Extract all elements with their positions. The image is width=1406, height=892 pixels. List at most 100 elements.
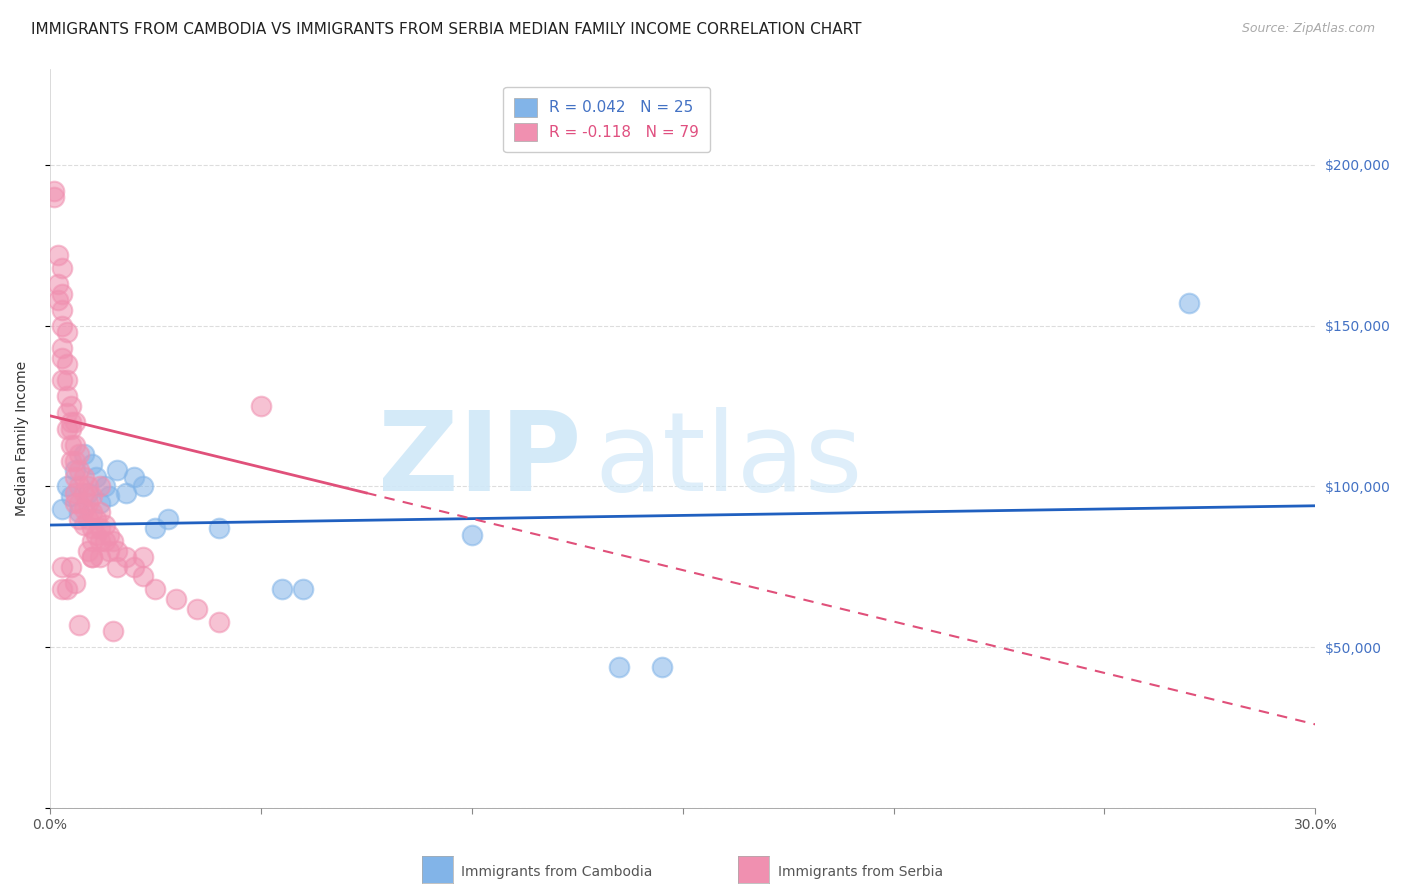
Point xyxy=(105,463,128,477)
Point xyxy=(97,489,120,503)
Text: IMMIGRANTS FROM CAMBODIA VS IMMIGRANTS FROM SERBIA MEDIAN FAMILY INCOME CORRELAT: IMMIGRANTS FROM CAMBODIA VS IMMIGRANTS F… xyxy=(31,22,862,37)
Point xyxy=(84,470,107,484)
Point xyxy=(122,470,145,484)
Point xyxy=(131,550,153,565)
Point xyxy=(55,389,77,403)
Point xyxy=(67,505,90,519)
Point xyxy=(63,438,86,452)
Point xyxy=(59,559,82,574)
Point xyxy=(114,550,136,565)
Point xyxy=(89,505,111,519)
Point xyxy=(93,534,115,549)
Point xyxy=(80,550,103,565)
Point xyxy=(186,601,208,615)
Point xyxy=(80,521,103,535)
Point xyxy=(76,543,98,558)
Text: ZIP: ZIP xyxy=(378,407,581,514)
Point xyxy=(122,559,145,574)
Point xyxy=(55,405,77,419)
Point xyxy=(67,479,90,493)
Point xyxy=(89,521,111,535)
Point xyxy=(51,582,73,597)
Point xyxy=(97,527,120,541)
Point xyxy=(59,454,82,468)
Point xyxy=(89,479,111,493)
Point xyxy=(89,495,111,509)
Point xyxy=(59,415,82,429)
Point xyxy=(80,489,103,503)
Point xyxy=(80,457,103,471)
Point xyxy=(460,527,482,541)
Point xyxy=(59,438,82,452)
Point xyxy=(72,470,94,484)
Legend: R = 0.042   N = 25, R = -0.118   N = 79: R = 0.042 N = 25, R = -0.118 N = 79 xyxy=(503,87,710,152)
Point xyxy=(51,260,73,275)
Point xyxy=(59,422,82,436)
Point xyxy=(63,415,86,429)
Point xyxy=(80,534,103,549)
Point xyxy=(63,454,86,468)
Point xyxy=(207,521,229,535)
Point xyxy=(63,463,86,477)
Point xyxy=(89,534,111,549)
Point xyxy=(80,505,103,519)
Point xyxy=(51,502,73,516)
Point xyxy=(55,479,77,493)
Point xyxy=(131,569,153,583)
Text: Immigrants from Cambodia: Immigrants from Cambodia xyxy=(461,865,652,880)
Point xyxy=(67,617,90,632)
Point xyxy=(76,495,98,509)
Y-axis label: Median Family Income: Median Family Income xyxy=(15,360,30,516)
Point xyxy=(114,486,136,500)
Point xyxy=(105,543,128,558)
Point xyxy=(42,190,65,204)
Point xyxy=(46,277,69,291)
Point xyxy=(51,559,73,574)
Point xyxy=(55,582,77,597)
Point xyxy=(249,399,271,413)
Point xyxy=(67,511,90,525)
Point xyxy=(143,582,166,597)
Point xyxy=(270,582,292,597)
Point xyxy=(42,184,65,198)
Point xyxy=(101,534,124,549)
Point xyxy=(55,357,77,371)
Point xyxy=(51,341,73,355)
Point xyxy=(55,422,77,436)
Point xyxy=(46,293,69,307)
Point xyxy=(63,470,86,484)
Point xyxy=(89,550,111,565)
Point xyxy=(607,659,630,673)
Point xyxy=(63,486,86,500)
Point xyxy=(93,479,115,493)
Point xyxy=(51,318,73,333)
Point xyxy=(63,576,86,591)
Point xyxy=(165,592,187,607)
Point xyxy=(93,518,115,533)
Point xyxy=(105,559,128,574)
Point xyxy=(51,351,73,365)
Point xyxy=(101,624,124,639)
Point xyxy=(76,511,98,525)
Point xyxy=(59,489,82,503)
Point xyxy=(72,486,94,500)
Point xyxy=(84,511,107,525)
Point xyxy=(63,495,86,509)
Point xyxy=(72,447,94,461)
Point xyxy=(291,582,314,597)
Point xyxy=(46,248,69,262)
Point xyxy=(67,495,90,509)
Point xyxy=(97,543,120,558)
Point xyxy=(1178,296,1201,310)
Point xyxy=(59,399,82,413)
Point xyxy=(76,479,98,493)
Point xyxy=(207,615,229,629)
Text: Immigrants from Serbia: Immigrants from Serbia xyxy=(778,865,942,880)
Point xyxy=(67,463,90,477)
Text: Source: ZipAtlas.com: Source: ZipAtlas.com xyxy=(1241,22,1375,36)
Text: atlas: atlas xyxy=(593,407,862,514)
Point xyxy=(131,479,153,493)
Point xyxy=(84,527,107,541)
Point xyxy=(67,447,90,461)
Point xyxy=(80,550,103,565)
